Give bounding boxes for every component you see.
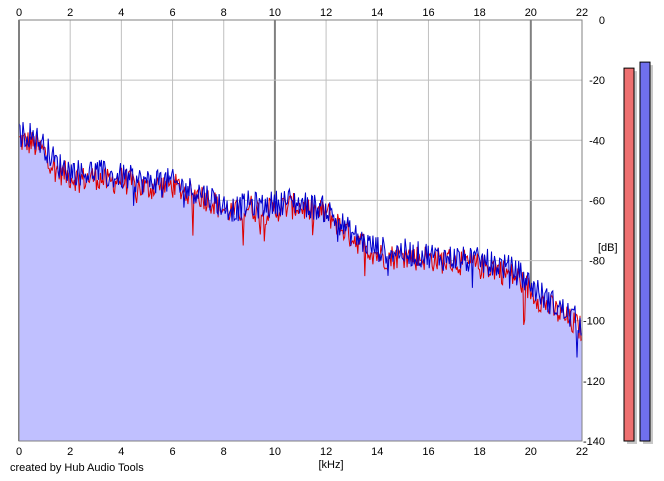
y-axis-label: [dB] [598, 242, 618, 254]
y-tick-label: -140 [583, 436, 605, 448]
x-tick-label: 8 [221, 7, 227, 19]
x-tick-label: 18 [474, 446, 486, 458]
x-tick-labels-top: 0 2 4 6 8 10 12 14 16 18 20 22 [16, 7, 588, 19]
x-tick-label: 4 [118, 7, 124, 19]
x-axis-label: [kHz] [318, 459, 343, 471]
x-tick-label: 6 [169, 7, 175, 19]
x-tick-label: 20 [525, 7, 537, 19]
x-tick-label: 2 [67, 7, 73, 19]
x-tick-label: 2 [67, 446, 73, 458]
x-tick-label: 14 [371, 7, 383, 19]
y-tick-label: -120 [583, 376, 605, 388]
x-tick-label: 8 [221, 446, 227, 458]
x-tick-label: 22 [576, 446, 588, 458]
y-tick-labels: 0 -20 -40 -60 -80 -100 -120 -140 [583, 15, 605, 448]
series-lines [18, 122, 583, 358]
y-tick-label: -80 [589, 256, 605, 268]
x-tick-label: 12 [320, 446, 332, 458]
plot-border [18, 19, 583, 442]
y-tick-label: -60 [589, 195, 605, 207]
x-tick-label: 0 [16, 446, 22, 458]
x-tick-label: 16 [422, 7, 434, 19]
credit-text: created by Hub Audio Tools [10, 462, 144, 474]
y-tick-label: 0 [599, 15, 605, 27]
plot-frame [18, 19, 583, 442]
x-tick-label: 20 [525, 446, 537, 458]
level-meter-bar [639, 61, 651, 442]
x-tick-labels-bottom: 0 2 4 6 8 10 12 14 16 18 20 22 [16, 446, 588, 458]
x-tick-label: 12 [320, 7, 332, 19]
level-meter-bar [623, 67, 635, 442]
level-meters [623, 61, 653, 444]
y-tick-label: -100 [583, 316, 605, 328]
x-tick-label: 6 [169, 446, 175, 458]
spectrum-fill [19, 122, 582, 441]
y-tick-label: -20 [589, 75, 605, 87]
series-line-right [18, 122, 583, 358]
spectrum-area [19, 122, 582, 441]
y-tick-label: -40 [589, 135, 605, 147]
x-tick-label: 16 [422, 446, 434, 458]
x-tick-label: 14 [371, 446, 383, 458]
x-tick-label: 22 [576, 7, 588, 19]
x-tick-label: 0 [16, 7, 22, 19]
x-tick-label: 10 [269, 7, 281, 19]
x-tick-label: 4 [118, 446, 124, 458]
x-tick-label: 10 [269, 446, 281, 458]
x-tick-label: 18 [474, 7, 486, 19]
